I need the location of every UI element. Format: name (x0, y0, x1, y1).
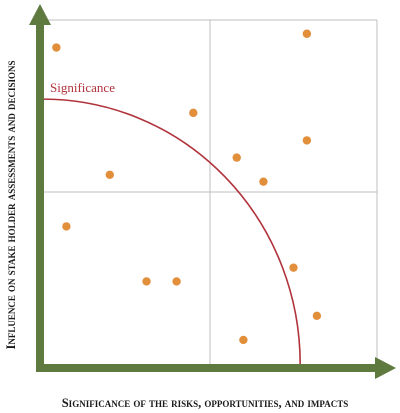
data-point-12 (312, 311, 322, 321)
data-point-8 (62, 222, 71, 231)
y-axis-line (36, 22, 44, 372)
data-point-9 (289, 263, 298, 272)
data-point-1 (52, 43, 61, 52)
x-axis-title: Significance of the risks, opportunities… (62, 396, 349, 410)
data-point-3 (189, 108, 198, 118)
data-point-2 (302, 29, 312, 38)
x-axis-arrowhead (375, 357, 396, 379)
data-point-7 (259, 177, 268, 186)
axes (29, 4, 396, 379)
data-point-5 (232, 153, 241, 162)
significance-curve (42, 98, 301, 365)
y-axis-arrowhead (29, 4, 51, 25)
significance-curve-label: Significance (50, 80, 115, 95)
data-point-11 (172, 277, 181, 286)
plot-grid (43, 19, 378, 364)
significance-curve-group (42, 98, 301, 365)
data-point-13 (239, 335, 248, 345)
data-points (52, 29, 322, 345)
data-point-6 (105, 170, 115, 179)
x-axis-line (36, 364, 379, 372)
data-point-4 (302, 136, 312, 145)
data-point-10 (142, 277, 151, 286)
y-axis-title: Influence on stake holder assessments an… (4, 60, 18, 349)
